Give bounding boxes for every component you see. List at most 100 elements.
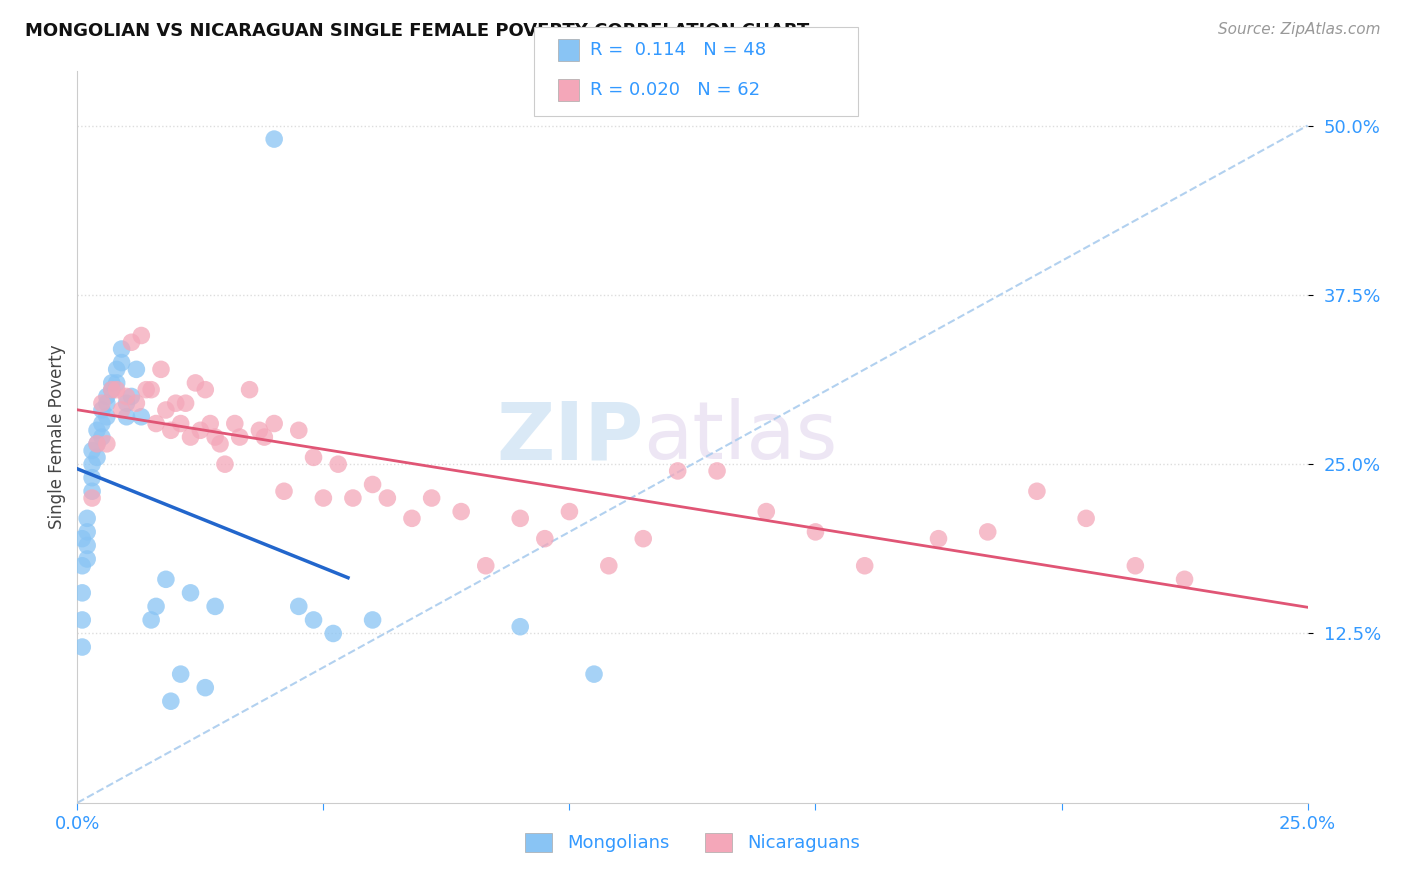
Point — [96, 409, 118, 424]
Point — [509, 620, 531, 634]
Point — [170, 667, 193, 681]
Point — [129, 328, 153, 343]
Point — [86, 437, 108, 451]
Point — [194, 681, 217, 695]
Point — [82, 491, 104, 505]
Point — [583, 667, 606, 681]
Point — [288, 599, 311, 614]
Point — [155, 403, 177, 417]
Point — [160, 694, 183, 708]
Point — [204, 430, 226, 444]
Point — [263, 417, 285, 431]
Point — [977, 524, 1000, 539]
Point — [76, 524, 98, 539]
Point — [180, 586, 202, 600]
Point — [170, 417, 193, 431]
Point — [86, 437, 108, 451]
Point — [558, 505, 581, 519]
Text: Source: ZipAtlas.com: Source: ZipAtlas.com — [1218, 22, 1381, 37]
Point — [180, 430, 202, 444]
Point — [214, 457, 236, 471]
Point — [90, 430, 114, 444]
Point — [853, 558, 876, 573]
Point — [125, 396, 148, 410]
Point — [475, 558, 498, 573]
Point — [90, 417, 114, 431]
Point — [129, 409, 153, 424]
Point — [70, 586, 93, 600]
Point — [302, 613, 325, 627]
Point — [361, 613, 384, 627]
Point — [76, 511, 98, 525]
Point — [312, 491, 335, 505]
Point — [249, 423, 271, 437]
Point — [509, 511, 531, 525]
Point — [263, 132, 285, 146]
Point — [401, 511, 423, 525]
Point — [145, 599, 167, 614]
Point — [76, 552, 98, 566]
Point — [155, 572, 177, 586]
Point — [70, 640, 93, 654]
Point — [322, 626, 344, 640]
Point — [228, 430, 252, 444]
Point — [326, 457, 350, 471]
Point — [288, 423, 311, 437]
Point — [115, 409, 138, 424]
Point — [82, 484, 104, 499]
Legend: Mongolians, Nicaraguans: Mongolians, Nicaraguans — [517, 826, 868, 860]
Point — [82, 471, 104, 485]
Point — [76, 538, 98, 552]
Point — [82, 443, 104, 458]
Point — [928, 532, 950, 546]
Point — [111, 403, 132, 417]
Point — [105, 376, 128, 390]
Point — [302, 450, 325, 465]
Point — [1026, 484, 1049, 499]
Point — [96, 437, 118, 451]
Point — [90, 396, 114, 410]
Point — [135, 383, 157, 397]
Point — [184, 376, 207, 390]
Point — [86, 450, 108, 465]
Point — [111, 355, 132, 369]
Text: atlas: atlas — [644, 398, 838, 476]
Point — [450, 505, 472, 519]
Point — [101, 383, 124, 397]
Point — [273, 484, 295, 499]
Point — [706, 464, 728, 478]
Text: R =  0.114   N = 48: R = 0.114 N = 48 — [591, 41, 766, 59]
Point — [200, 417, 222, 431]
Point — [174, 396, 197, 410]
Point — [534, 532, 557, 546]
Point — [121, 335, 143, 350]
Point — [194, 383, 217, 397]
Point — [666, 464, 689, 478]
Point — [70, 558, 93, 573]
Point — [101, 383, 124, 397]
Point — [141, 383, 163, 397]
Point — [420, 491, 443, 505]
Point — [150, 362, 173, 376]
Point — [90, 403, 114, 417]
Point — [96, 396, 118, 410]
Point — [105, 383, 128, 397]
Point — [224, 417, 246, 431]
Point — [141, 613, 163, 627]
Point — [188, 423, 212, 437]
Point — [342, 491, 364, 505]
Point — [86, 423, 108, 437]
Point — [1076, 511, 1098, 525]
Point — [105, 362, 128, 376]
Text: R = 0.020   N = 62: R = 0.020 N = 62 — [591, 81, 761, 99]
Point — [1125, 558, 1147, 573]
Point — [204, 599, 226, 614]
Point — [111, 342, 132, 356]
Point — [96, 389, 118, 403]
Point — [101, 376, 124, 390]
Point — [70, 532, 93, 546]
Point — [361, 477, 384, 491]
Point — [209, 437, 232, 451]
Point — [165, 396, 187, 410]
Point — [70, 613, 93, 627]
